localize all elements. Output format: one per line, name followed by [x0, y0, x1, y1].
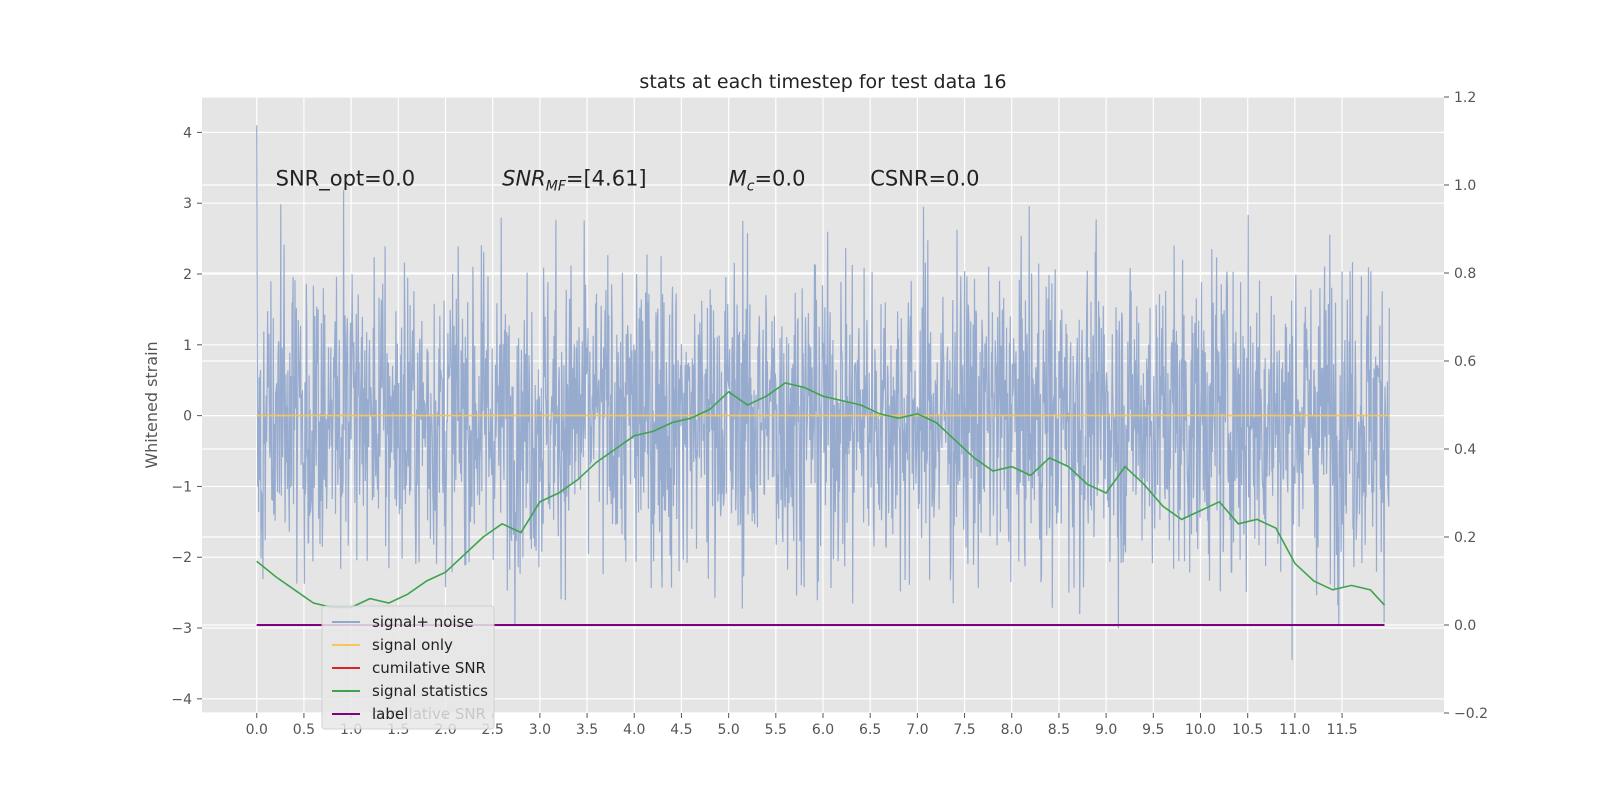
series-signal-noise: [256, 125, 1390, 660]
legend-label: label: [372, 705, 408, 723]
legend-label: signal only: [372, 636, 453, 654]
y2-tick-label: 0.0: [1454, 618, 1476, 634]
annotation-sub: c: [747, 178, 755, 194]
annotation: CSNR=0.0: [870, 166, 979, 190]
x-tick-label: 3.5: [576, 722, 598, 738]
x-tick-label: 7.5: [953, 722, 975, 738]
series-line-signal-statistics: [256, 382, 1386, 609]
x-tick-label: 4.5: [670, 722, 692, 738]
y2-tick-label: 0.2: [1454, 530, 1476, 546]
y2-tick-label: 1.0: [1454, 178, 1476, 194]
annotation-main: SNR: [502, 166, 546, 190]
y-tick-label: −4: [171, 692, 192, 708]
y-tick-label: 0: [183, 409, 192, 425]
y2-tick-label: 1.2: [1454, 90, 1476, 106]
annotation-rest: =[4.61]: [566, 166, 647, 190]
annotation-main: M: [729, 166, 747, 190]
annotation: SNR_opt=0.0: [276, 166, 416, 191]
x-tick-label: 10.0: [1185, 722, 1216, 738]
x-tick-label: 0.0: [246, 722, 268, 738]
x-tick-label: 8.5: [1048, 722, 1070, 738]
y-tick-label: −3: [171, 621, 192, 637]
annotation: SNRMF=[4.61]: [502, 166, 647, 194]
x-tick-label: 5.5: [765, 722, 787, 738]
y-axis-label: Whitened strain: [142, 341, 161, 468]
legend-label: signal+ noise: [372, 613, 474, 631]
chart-title: stats at each timestep for test data 16: [639, 71, 1006, 93]
x-tick-label: 5.0: [717, 722, 739, 738]
y-tick-label: 1: [183, 338, 192, 354]
x-tick-label: 6.5: [859, 722, 881, 738]
x-tick-label: 9.0: [1095, 722, 1117, 738]
annotation-sub: MF: [546, 178, 567, 194]
y-tick-label: 3: [183, 196, 192, 212]
y-axis-right: 1.2 1.0 0.8 0.6 0.4 0.2 0.0 −0.2: [1444, 90, 1488, 722]
y2-tick-label: −0.2: [1454, 706, 1488, 722]
y-tick-label: 4: [183, 125, 192, 141]
y2-tick-label: 0.6: [1454, 354, 1476, 370]
x-tick-label: 8.0: [1001, 722, 1023, 738]
x-tick-label: 3.0: [529, 722, 551, 738]
y2-tick-label: 0.4: [1454, 442, 1476, 458]
annotations: SNR_opt=0.0 SNRMF=[4.61] Mc=0.0 CSNR=0.0: [276, 166, 980, 194]
y2-tick-label: 0.8: [1454, 266, 1476, 282]
x-tick-label: 0.5: [293, 722, 315, 738]
legend-label: cumilative SNR: [372, 659, 486, 677]
y-tick-label: −2: [171, 550, 192, 566]
x-tick-label: 4.0: [623, 722, 645, 738]
legend-box: [321, 605, 495, 730]
y-tick-label: −1: [171, 479, 192, 495]
x-tick-label: 6.0: [812, 722, 834, 738]
y-tick-label: 2: [183, 267, 192, 283]
x-tick-label: 7.0: [906, 722, 928, 738]
legend: cumilative SNR signal+ noise signal only cu…: [321, 605, 495, 730]
y-axis-left: 4 3 2 1 0 −1 −2 −3 −4: [171, 125, 202, 708]
legend-label: signal statistics: [372, 682, 488, 700]
x-tick-label: 11.0: [1279, 722, 1310, 738]
x-tick-label: 9.5: [1142, 722, 1164, 738]
x-tick-label: 10.5: [1232, 722, 1263, 738]
legend-obscured-text: cumilative SNR: [372, 705, 486, 723]
annotation: Mc=0.0: [729, 166, 806, 194]
x-tick-label: 11.5: [1326, 722, 1357, 738]
annotation-rest: =0.0: [754, 166, 805, 190]
noise-line: [256, 125, 1390, 660]
